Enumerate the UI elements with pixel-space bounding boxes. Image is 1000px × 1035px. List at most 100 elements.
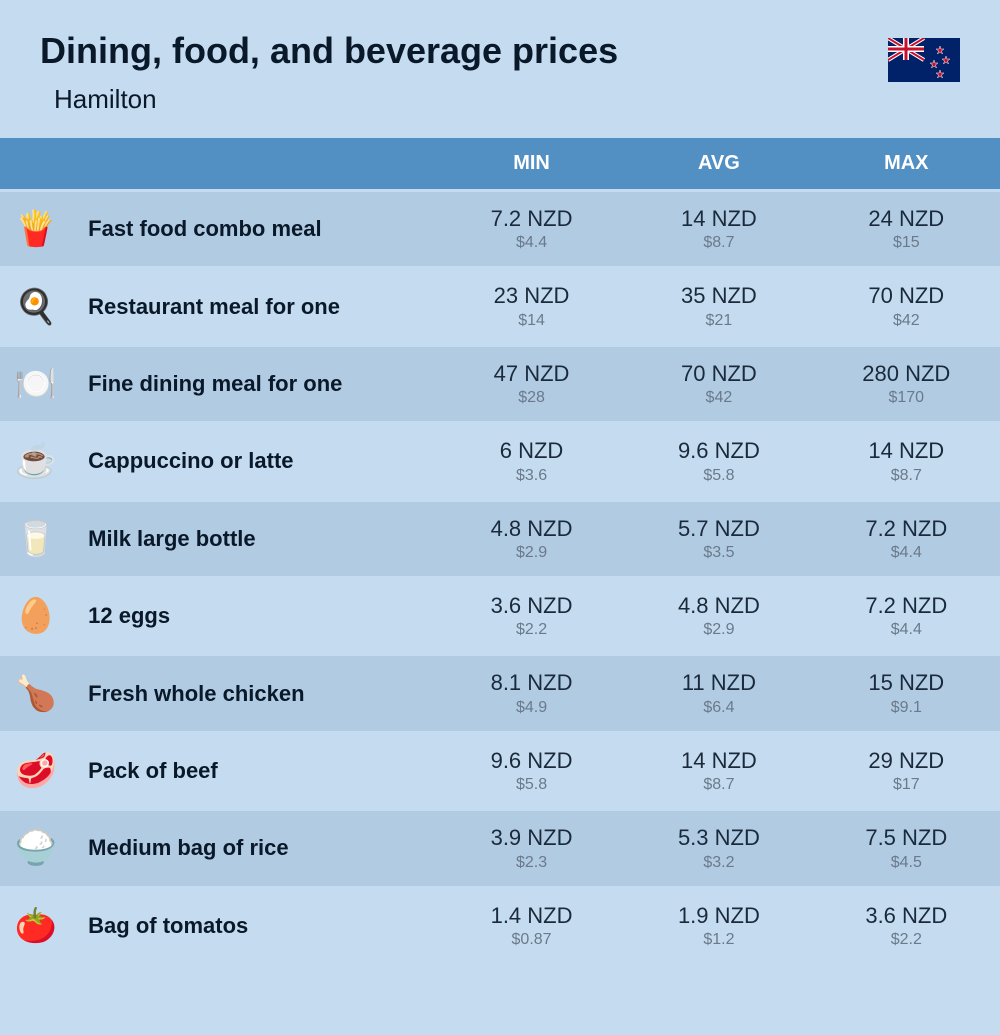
price-primary: 5.3 NZD [625, 825, 812, 851]
price-primary: 70 NZD [625, 361, 812, 387]
price-primary: 7.2 NZD [813, 516, 1000, 542]
price-secondary: $1.2 [625, 931, 812, 949]
price-primary: 14 NZD [625, 748, 812, 774]
item-name: Fine dining meal for one [72, 347, 438, 421]
price-max: 70 NZD $42 [813, 269, 1000, 343]
price-secondary: $3.2 [625, 854, 812, 872]
price-avg: 4.8 NZD$2.9 [625, 579, 812, 653]
price-primary: 11 NZD [625, 670, 812, 696]
price-min: 23 NZD $14 [438, 269, 625, 343]
nz-flag-icon [888, 38, 960, 82]
price-secondary: $8.7 [625, 776, 812, 794]
price-secondary: $2.2 [813, 931, 1000, 949]
price-primary: 4.8 NZD [625, 593, 812, 619]
price-min: 8.1 NZD $4.9 [438, 656, 625, 730]
price-secondary: $2.9 [438, 544, 625, 562]
price-secondary: $4.4 [813, 621, 1000, 639]
price-primary: 1.9 NZD [625, 903, 812, 929]
price-primary: 35 NZD [625, 283, 812, 309]
price-secondary: $17 [813, 776, 1000, 794]
table-row: 🥚12 eggs3.6 NZD$2.24.8 NZD$2.97.2 NZD$4.… [0, 579, 1000, 653]
price-max: 280 NZD $170 [813, 347, 1000, 421]
price-table: MIN AVG MAX 🍟Fast food combo meal7.2 NZD… [0, 135, 1000, 966]
price-secondary: $42 [813, 312, 1000, 330]
price-secondary: $42 [625, 389, 812, 407]
beef-icon: 🥩 [0, 734, 72, 808]
price-secondary: $2.3 [438, 854, 625, 872]
table-row: ☕Cappuccino or latte6 NZD$3.69.6 NZD$5.8… [0, 424, 1000, 498]
price-primary: 280 NZD [813, 361, 1000, 387]
price-secondary: $2.2 [438, 621, 625, 639]
location-subtitle: Hamilton [54, 84, 618, 115]
tomato-icon: 🍅 [0, 889, 72, 963]
price-primary: 4.8 NZD [438, 516, 625, 542]
price-primary: 24 NZD [813, 206, 1000, 232]
chicken-icon: 🍗 [0, 656, 72, 730]
price-primary: 3.6 NZD [813, 903, 1000, 929]
price-max: 7.2 NZD $4.4 [813, 502, 1000, 576]
header-icon-col [0, 138, 72, 189]
table-row: 🍳Restaurant meal for one23 NZD$1435 NZD$… [0, 269, 1000, 343]
price-avg: 14 NZD$8.7 [625, 192, 812, 266]
price-secondary: $4.5 [813, 854, 1000, 872]
fast-food-icon: 🍟 [0, 192, 72, 266]
table-header: MIN AVG MAX [0, 138, 1000, 189]
milk-icon: 🥛 [0, 502, 72, 576]
header-text: Dining, food, and beverage prices Hamilt… [40, 30, 618, 115]
price-primary: 47 NZD [438, 361, 625, 387]
price-primary: 8.1 NZD [438, 670, 625, 696]
table-body: 🍟Fast food combo meal7.2 NZD$4.414 NZD$8… [0, 192, 1000, 963]
fine-dining-icon: 🍽️ [0, 347, 72, 421]
price-min: 3.9 NZD$2.3 [438, 811, 625, 885]
price-avg: 70 NZD $42 [625, 347, 812, 421]
price-avg: 5.3 NZD $3.2 [625, 811, 812, 885]
table-row: 🍗Fresh whole chicken8.1 NZD$4.911 NZD$6.… [0, 656, 1000, 730]
price-secondary: $14 [438, 312, 625, 330]
price-primary: 6 NZD [438, 438, 625, 464]
table-row: 🥛Milk large bottle4.8 NZD$2.95.7 NZD$3.5… [0, 502, 1000, 576]
price-secondary: $4.4 [813, 544, 1000, 562]
price-secondary: $15 [813, 234, 1000, 252]
price-secondary: $28 [438, 389, 625, 407]
price-max: 7.2 NZD $4.4 [813, 579, 1000, 653]
price-primary: 9.6 NZD [438, 748, 625, 774]
header-min: MIN [438, 138, 625, 189]
price-min: 6 NZD $3.6 [438, 424, 625, 498]
price-max: 29 NZD$17 [813, 734, 1000, 808]
price-avg: 14 NZD $8.7 [625, 734, 812, 808]
price-avg: 35 NZD $21 [625, 269, 812, 343]
header-max: MAX [813, 138, 1000, 189]
price-avg: 11 NZD $6.4 [625, 656, 812, 730]
item-name: Restaurant meal for one [72, 269, 438, 343]
price-secondary: $21 [625, 312, 812, 330]
price-primary: 1.4 NZD [438, 903, 625, 929]
price-max: 24 NZD $15 [813, 192, 1000, 266]
price-primary: 14 NZD [625, 206, 812, 232]
price-secondary: $6.4 [625, 699, 812, 717]
price-primary: 9.6 NZD [625, 438, 812, 464]
price-primary: 23 NZD [438, 283, 625, 309]
price-max: 3.6 NZD $2.2 [813, 889, 1000, 963]
page-header: Dining, food, and beverage prices Hamilt… [0, 0, 1000, 135]
rice-icon: 🍚 [0, 811, 72, 885]
price-primary: 15 NZD [813, 670, 1000, 696]
price-secondary: $5.8 [438, 776, 625, 794]
price-primary: 5.7 NZD [625, 516, 812, 542]
price-min: 4.8 NZD $2.9 [438, 502, 625, 576]
price-primary: 7.2 NZD [813, 593, 1000, 619]
price-primary: 70 NZD [813, 283, 1000, 309]
price-min: 1.4 NZD$0.87 [438, 889, 625, 963]
restaurant-icon: 🍳 [0, 269, 72, 343]
page-title: Dining, food, and beverage prices [40, 30, 618, 72]
table-row: 🍽️Fine dining meal for one47 NZD $2870 NZ… [0, 347, 1000, 421]
header-name-col [72, 138, 438, 189]
price-secondary: $9.1 [813, 699, 1000, 717]
table-row: 🍅Bag of tomatos1.4 NZD$0.871.9 NZD$1.23.… [0, 889, 1000, 963]
price-secondary: $4.9 [438, 699, 625, 717]
price-secondary: $8.7 [813, 467, 1000, 485]
price-secondary: $3.6 [438, 467, 625, 485]
price-avg: 5.7 NZD$3.5 [625, 502, 812, 576]
price-secondary: $170 [813, 389, 1000, 407]
price-primary: 7.2 NZD [438, 206, 625, 232]
price-primary: 14 NZD [813, 438, 1000, 464]
